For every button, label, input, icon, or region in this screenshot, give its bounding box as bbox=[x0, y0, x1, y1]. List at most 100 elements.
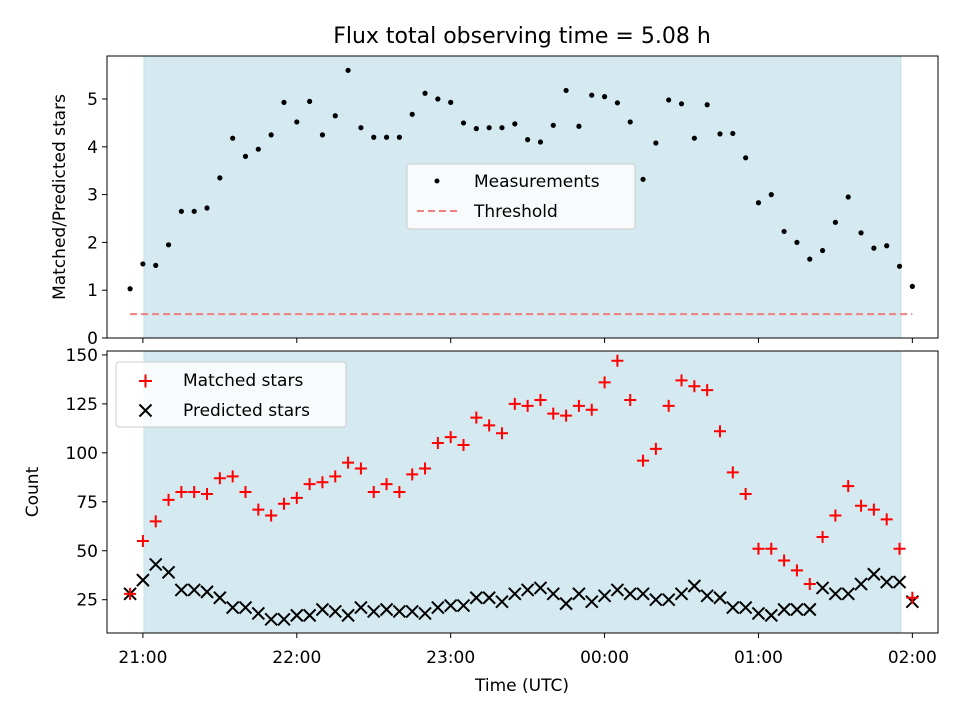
matched-star-marker bbox=[431, 437, 444, 450]
top-x-axis-ticks bbox=[142, 338, 913, 343]
top-y-tick-label: 3 bbox=[87, 186, 98, 206]
matched-star-marker bbox=[367, 486, 380, 498]
top-y-axis: 0 1 2 3 4 5 bbox=[87, 90, 107, 349]
top-panel: 0 1 2 3 4 5 Flux total observing time = 5.08 … bbox=[50, 24, 939, 349]
predicted-star-marker bbox=[636, 587, 650, 601]
predicted-star-marker bbox=[392, 604, 407, 619]
predicted-star-marker bbox=[841, 587, 855, 601]
matched-star-marker bbox=[816, 531, 829, 544]
predicted-star-marker bbox=[187, 583, 201, 597]
predicted-star-marker bbox=[520, 583, 535, 597]
matched-star-marker bbox=[855, 499, 868, 512]
x-tick-label: 01:00 bbox=[734, 648, 783, 668]
matched-star-marker bbox=[457, 439, 470, 451]
measurement-point bbox=[678, 101, 685, 107]
measurement-point bbox=[563, 87, 569, 94]
measurement-point bbox=[640, 176, 646, 182]
matched-star-marker bbox=[239, 486, 252, 498]
predicted-star-marker bbox=[213, 591, 227, 605]
matched-star-marker bbox=[226, 470, 239, 483]
measurement-point bbox=[614, 100, 620, 106]
predicted-star-marker bbox=[661, 593, 676, 607]
matched-star-marker bbox=[752, 542, 765, 555]
predicted-star-marker bbox=[161, 565, 176, 579]
bottom-legend: Matched stars Predicted stars bbox=[115, 361, 347, 428]
matched-star-marker bbox=[419, 462, 432, 475]
measurement-point bbox=[512, 121, 518, 127]
predicted-star-marker bbox=[854, 577, 868, 591]
matched-star-marker bbox=[688, 380, 701, 393]
predicted-star-marker bbox=[726, 600, 740, 615]
matched-star-marker bbox=[162, 493, 175, 506]
predicted-star-marker bbox=[828, 587, 843, 601]
predicted-star-marker bbox=[315, 602, 330, 617]
matched-star-marker bbox=[175, 486, 188, 498]
predicted-star-marker bbox=[879, 575, 894, 589]
x-tick-label: 02:00 bbox=[888, 648, 937, 668]
predicted-star-marker bbox=[790, 602, 804, 617]
bottom-panel: 25 50 75 100 125 150 21:00 22:00 23:00 00:00 01:0… bbox=[23, 346, 939, 696]
bottom-y-tick-label: 100 bbox=[66, 444, 98, 464]
predicted-star-marker bbox=[867, 567, 881, 581]
measurement-point bbox=[486, 125, 492, 131]
measurement-point bbox=[909, 283, 915, 289]
predicted-star-marker bbox=[405, 604, 419, 619]
predicted-star-marker bbox=[264, 612, 278, 626]
matched-star-marker bbox=[790, 564, 803, 577]
predicted-star-marker bbox=[751, 606, 766, 621]
measurement-point bbox=[832, 219, 839, 225]
matched-star-marker bbox=[329, 470, 342, 483]
matched-star-marker bbox=[124, 587, 137, 600]
matched-star-marker bbox=[508, 397, 521, 410]
measurement-point bbox=[460, 120, 467, 126]
measurement-point bbox=[281, 99, 287, 105]
measurement-point bbox=[743, 155, 749, 161]
measurement-point bbox=[307, 98, 313, 105]
predicted-star-marker bbox=[341, 608, 355, 623]
matched-star-marker bbox=[470, 411, 483, 424]
bottom-x-axis: 21:00 22:00 23:00 00:00 01:00 02:00 bbox=[118, 633, 937, 668]
predicted-star-marker bbox=[700, 589, 714, 603]
matched-star-marker bbox=[572, 399, 585, 412]
predicted-star-marker bbox=[354, 600, 368, 615]
matched-star-marker bbox=[265, 509, 278, 522]
matched-star-marker bbox=[252, 503, 265, 516]
chart-title: Flux total observing time = 5.08 h bbox=[333, 24, 711, 49]
matched-star-marker bbox=[521, 399, 534, 412]
measurement-point bbox=[499, 125, 505, 131]
measurement-point bbox=[537, 139, 544, 145]
measurement-point bbox=[858, 230, 864, 236]
predicted-star-marker bbox=[777, 602, 791, 617]
bottom-legend-box bbox=[115, 361, 347, 428]
matched-star-marker bbox=[406, 468, 419, 481]
measurement-point bbox=[448, 99, 454, 105]
measurement-point bbox=[383, 134, 390, 140]
measurement-point bbox=[627, 119, 633, 125]
measurement-point bbox=[473, 126, 479, 132]
predicted-star-marker bbox=[738, 600, 753, 615]
measurement-point bbox=[730, 130, 736, 137]
legend-predicted-marker bbox=[138, 403, 153, 418]
x-axis-label: Time (UTC) bbox=[474, 676, 569, 696]
matched-star-marker bbox=[149, 515, 162, 528]
matched-star-marker bbox=[765, 542, 778, 555]
predicted-star-marker bbox=[251, 606, 266, 621]
matched-star-marker bbox=[290, 491, 303, 504]
predicted-star-marker bbox=[559, 596, 573, 611]
measurement-point bbox=[601, 94, 608, 100]
top-marks bbox=[127, 67, 915, 316]
matched-star-marker bbox=[880, 513, 893, 526]
predicted-star-marker bbox=[418, 606, 432, 621]
measurement-point bbox=[845, 194, 851, 200]
matched-star-marker bbox=[906, 591, 919, 604]
measurement-point bbox=[819, 247, 826, 254]
predicted-star-marker bbox=[649, 593, 663, 607]
matched-star-marker bbox=[675, 374, 688, 387]
measurement-point bbox=[153, 262, 159, 268]
measurement-point bbox=[165, 242, 172, 248]
measurement-point bbox=[127, 286, 133, 292]
measurement-point bbox=[691, 135, 697, 141]
matched-star-marker bbox=[444, 431, 457, 444]
matched-star-marker bbox=[637, 454, 650, 467]
measurement-point bbox=[525, 137, 531, 143]
